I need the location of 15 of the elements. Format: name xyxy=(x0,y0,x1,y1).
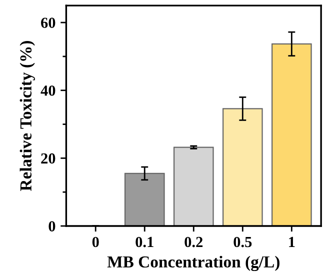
y-tick-label: 60 xyxy=(41,18,56,28)
x-tick-label: 0 xyxy=(92,236,99,248)
bar xyxy=(222,108,263,226)
x-axis-title: MB Concentration (g/L) xyxy=(107,256,280,272)
y-tick-label: 0 xyxy=(48,221,56,232)
bar xyxy=(124,172,165,226)
x-tick-label: 0.5 xyxy=(234,236,252,248)
x-tick-label: 1 xyxy=(289,236,295,248)
y-axis-title: Relative Toxicity (%) xyxy=(20,41,35,191)
y-tick-label: 20 xyxy=(41,153,56,164)
x-tick-label: 0.1 xyxy=(136,236,154,248)
bar xyxy=(272,43,312,226)
bar xyxy=(173,146,214,226)
x-tick-label: 0.2 xyxy=(184,236,203,248)
y-tick-label: 40 xyxy=(40,85,56,96)
